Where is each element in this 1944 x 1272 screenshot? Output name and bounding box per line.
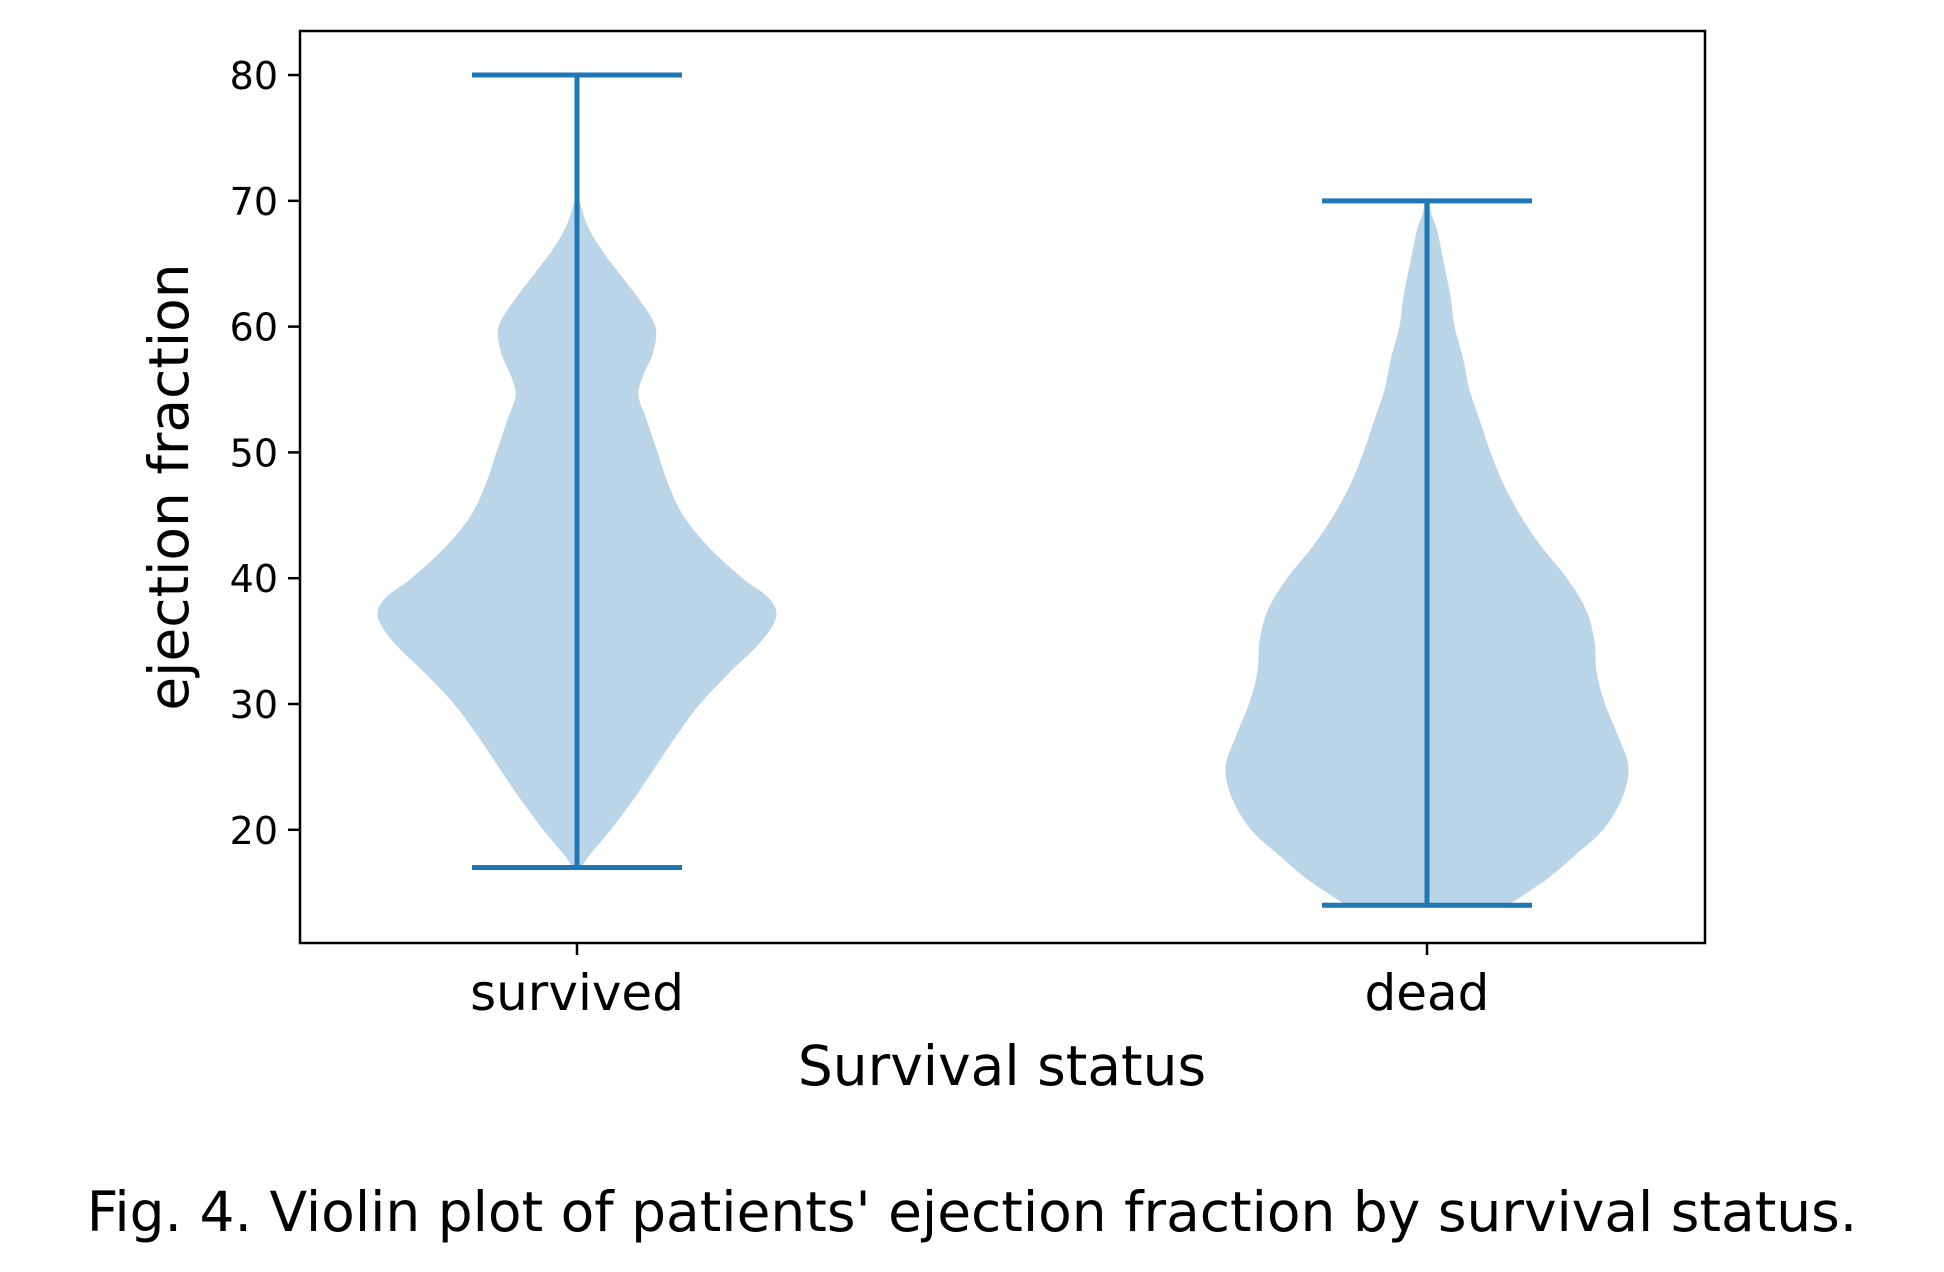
x-axis: survived dead <box>470 943 1489 1022</box>
violins <box>377 197 1629 906</box>
min-max-lines <box>472 72 1532 908</box>
figure-caption: Fig. 4. Violin plot of patients' ejectio… <box>86 1180 1858 1244</box>
y-tick-label: 60 <box>230 306 278 350</box>
y-tick-label: 20 <box>230 809 278 853</box>
y-tick-label: 40 <box>230 557 278 601</box>
x-tick-label: survived <box>470 964 684 1022</box>
y-tick-label: 70 <box>230 180 278 224</box>
x-tick-label: dead <box>1365 964 1490 1022</box>
y-axis-label: ejection fraction <box>137 263 201 710</box>
x-axis-label: Survival status <box>798 1034 1206 1098</box>
y-tick-label: 80 <box>230 54 278 98</box>
y-tick-label: 50 <box>230 431 278 475</box>
plot-frame <box>298 29 1707 945</box>
y-tick-label: 30 <box>230 683 278 727</box>
y-axis: 20 30 40 50 60 70 80 <box>230 54 300 853</box>
